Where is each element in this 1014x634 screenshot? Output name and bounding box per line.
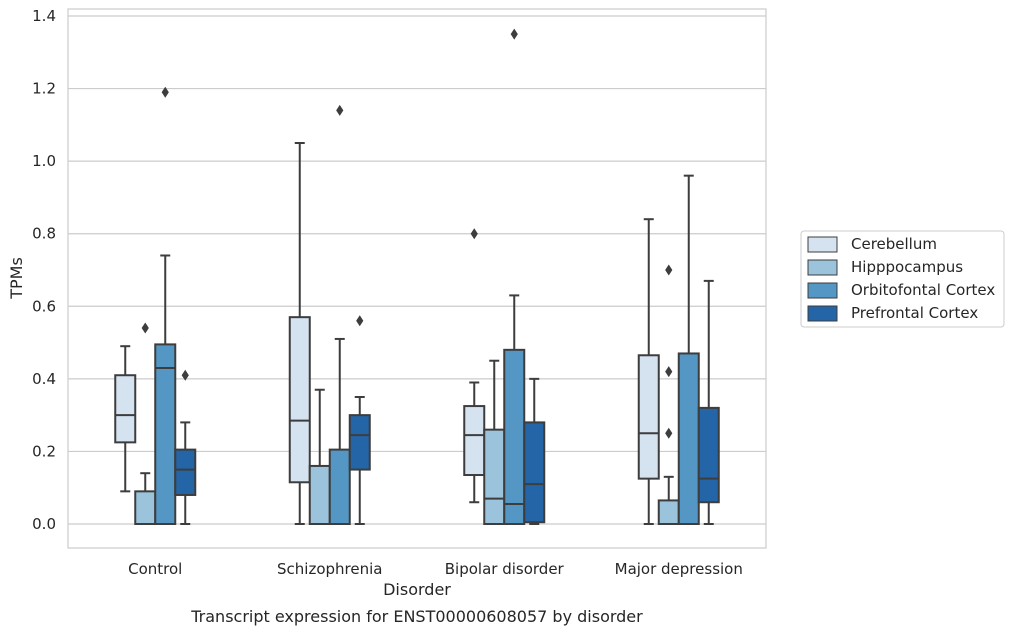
outlier-marker: [510, 28, 518, 40]
outlier-marker: [336, 104, 344, 116]
y-tick-label: 0.2: [32, 442, 56, 460]
box-iqr: [174, 448, 197, 496]
box-1-1: [308, 388, 331, 526]
chart-caption: Transcript expression for ENST0000060805…: [190, 607, 643, 626]
box-iqr: [463, 405, 486, 477]
box-iqr: [483, 428, 506, 525]
x-tick-label: Major depression: [615, 560, 743, 578]
legend-swatch: [807, 282, 838, 299]
x-tick-label: Control: [128, 560, 182, 578]
box-2-3: [523, 377, 546, 525]
box-2-0: [463, 228, 486, 504]
legend-frame: [800, 230, 1005, 328]
legend-swatch: [807, 236, 838, 253]
y-tick-label: 1.0: [32, 152, 56, 170]
x-tick-labels: Control Schizophrenia Bipolar disorder Majo…: [128, 560, 743, 578]
legend-label: Hipppocampus: [851, 258, 963, 276]
x-axis-label: Disorder: [383, 580, 451, 599]
y-tick-label: 0.4: [32, 370, 56, 388]
box-iqr: [523, 421, 546, 524]
box-3-0: [637, 218, 660, 525]
outlier-marker: [161, 86, 169, 98]
outlier-marker: [470, 228, 478, 240]
legend: Cerebellum Hipppocampus Orbitofontal Corte…: [800, 230, 1005, 328]
y-axis-label: TPMs: [7, 257, 26, 300]
outlier-marker: [356, 315, 364, 327]
x-tick-label: Bipolar disorder: [445, 560, 565, 578]
box-0-0: [114, 345, 137, 493]
box-0-1: [134, 322, 157, 526]
boxes-layer: [114, 28, 720, 526]
y-tick-label: 0.8: [32, 225, 56, 243]
y-tick-labels: 0.0 0.2 0.4 0.6 0.8 1.0 1.2 1.4: [32, 7, 56, 533]
box-iqr: [328, 448, 351, 525]
x-tick-label: Schizophrenia: [277, 560, 382, 578]
y-tick-label: 1.2: [32, 80, 56, 98]
box-iqr: [657, 499, 680, 525]
box-3-2: [677, 174, 700, 526]
legend-swatch: [807, 259, 838, 276]
legend-swatch: [807, 305, 838, 322]
outlier-marker: [141, 322, 149, 334]
box-iqr: [288, 316, 311, 484]
box-iqr: [677, 352, 700, 526]
outlier-marker: [665, 264, 673, 276]
outlier-marker: [181, 369, 189, 381]
box-1-0: [288, 142, 311, 525]
y-tick-label: 1.4: [32, 7, 56, 25]
box-3-3: [697, 279, 720, 525]
box-1-2: [328, 104, 351, 525]
plot-frame: [67, 8, 767, 549]
y-tick-label: 0.0: [32, 515, 56, 533]
box-3-1: [657, 264, 680, 525]
box-1-3: [348, 315, 371, 525]
legend-label: Prefrontal Cortex: [851, 304, 978, 322]
box-2-1: [483, 359, 506, 525]
box-2-2: [503, 28, 526, 526]
outlier-marker: [665, 427, 673, 439]
box-iqr: [114, 374, 137, 444]
box-0-2: [154, 86, 177, 525]
outlier-marker: [665, 366, 673, 378]
legend-label: Cerebellum: [851, 235, 937, 253]
y-tick-label: 0.6: [32, 297, 56, 315]
box-iqr: [637, 354, 660, 480]
box-iqr: [308, 464, 331, 526]
box-iqr: [348, 414, 371, 471]
box-iqr: [154, 343, 177, 525]
box-iqr: [503, 348, 526, 526]
box-0-3: [174, 369, 197, 525]
box-iqr: [134, 490, 157, 526]
box-iqr: [697, 406, 720, 504]
legend-label: Orbitofontal Cortex: [851, 281, 995, 299]
